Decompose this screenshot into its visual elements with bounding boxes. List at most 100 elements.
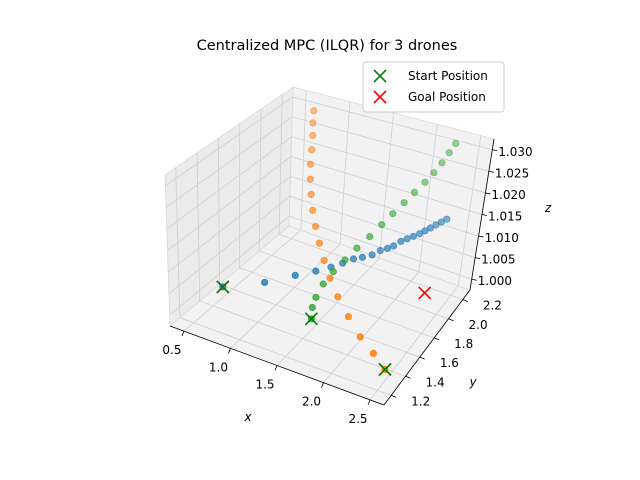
goal-position-marker (418, 286, 432, 300)
trajectory-point (437, 218, 445, 226)
z-tick-mark (492, 149, 498, 152)
trajectory-point (409, 232, 417, 240)
trajectory-point (389, 210, 397, 218)
z-tick-mark (471, 278, 477, 281)
trajectory-point (421, 178, 429, 186)
y-tick-label: 2.0 (469, 318, 488, 332)
data-points (219, 107, 460, 374)
tick-labels: 0.5 1.0 1.5 2.0 2.5 1.2 1.4 1.6 1.8 2.0 2.2 1.000 1.… (162, 145, 532, 426)
trajectory-point (310, 107, 318, 115)
x-tick-label: 1.0 (209, 360, 228, 374)
trajectory-point (344, 312, 352, 321)
trajectory-point (291, 271, 299, 279)
trajectory-point (334, 293, 342, 301)
trajectory-point (320, 256, 328, 265)
y-gridline (278, 94, 463, 300)
legend-marker (373, 90, 387, 104)
trajectory-point (369, 349, 377, 357)
position-markers (216, 280, 432, 377)
legend: Start Position Goal Position (362, 61, 505, 113)
x-tick-mark (321, 382, 324, 388)
x-gridline (276, 112, 394, 366)
trajectory-point (308, 303, 316, 312)
y-tick-mark (391, 395, 397, 398)
trajectory-point (260, 278, 269, 286)
z-tick-mark (488, 170, 494, 173)
x-tick-mark (181, 331, 185, 337)
legend-box (362, 61, 505, 113)
z-tick-mark (485, 192, 491, 195)
y-tick-label: 1.8 (454, 337, 473, 351)
trajectory-point (309, 131, 317, 139)
y-tick-label: 1.4 (426, 375, 445, 389)
z-tick-label: 1.005 (481, 253, 515, 267)
x-gridline (230, 101, 351, 349)
trajectory-point (410, 188, 419, 197)
y-tick-label: 1.2 (411, 394, 430, 408)
y-tick-label: 2.2 (483, 299, 502, 313)
x-tick-label: 0.5 (162, 343, 181, 357)
x-gridline (183, 90, 307, 332)
trajectory-point (358, 253, 366, 261)
trajectory-point (432, 221, 440, 229)
legend-label: Goal Position (408, 90, 486, 104)
trajectory-point (445, 149, 453, 157)
trajectory-point (389, 242, 398, 250)
trajectory-point (426, 224, 435, 232)
x-tick-label: 1.5 (255, 378, 274, 392)
y-tick-label: 1.6 (440, 356, 459, 370)
start-position-marker-stroke (304, 312, 318, 326)
trajectory-point (312, 293, 320, 301)
start-position-marker-stroke (216, 280, 230, 294)
x-axis-label: x (243, 410, 252, 424)
start-position-marker-stroke (378, 362, 392, 377)
trajectory-point (421, 227, 429, 235)
trajectory-point (312, 267, 320, 275)
z-tick-label: 1.020 (491, 188, 525, 202)
trajectory-point (356, 333, 364, 341)
z-axis-label: z (544, 201, 552, 215)
trajectory-point (397, 237, 405, 245)
y-gridline (258, 108, 449, 320)
side-pane (164, 86, 294, 327)
z-tick-mark (478, 235, 484, 238)
trajectory-point (307, 146, 316, 154)
trajectory-point (452, 139, 460, 147)
trajectory-point (341, 256, 349, 264)
x-tick-label: 2.0 (302, 395, 321, 409)
y-tick-mark (405, 375, 411, 379)
z-gridline (165, 116, 489, 208)
z-gridline (167, 156, 483, 251)
trajectory-point (309, 119, 317, 127)
y-gridline (196, 152, 406, 377)
legend-marker (373, 69, 387, 83)
z-tick-label: 1.015 (488, 210, 522, 224)
z-gridline (165, 96, 493, 187)
goal-position-marker-stroke (418, 286, 432, 300)
trajectory-point (315, 239, 323, 247)
y-gridline (239, 123, 435, 339)
trajectory-point (306, 160, 315, 168)
chart-title: Centralized MPC (ILQR) for 3 drones (197, 38, 458, 54)
z-tick-label: 1.000 (478, 274, 512, 288)
trajectory-point (383, 244, 391, 252)
start-position-marker (216, 280, 230, 294)
trajectory-point (403, 235, 411, 243)
trajectory-point (443, 215, 451, 223)
x-tick-mark (274, 365, 278, 371)
z-tick-label: 1.010 (485, 231, 519, 245)
trajectory-point (438, 159, 446, 167)
legend-marker-stroke (373, 90, 387, 104)
trajectory-point (309, 206, 317, 214)
z-gridline (167, 175, 479, 273)
z-tick-mark (475, 257, 481, 260)
y-axis-label: y (468, 375, 477, 389)
trajectory-point (353, 244, 361, 252)
trajectory-point (368, 251, 376, 259)
trajectory-point (378, 221, 386, 229)
z-tick-mark (481, 214, 488, 216)
x-tick-mark (228, 348, 231, 354)
trajectory-point (319, 280, 327, 288)
z-tick-label: 1.025 (495, 166, 529, 180)
